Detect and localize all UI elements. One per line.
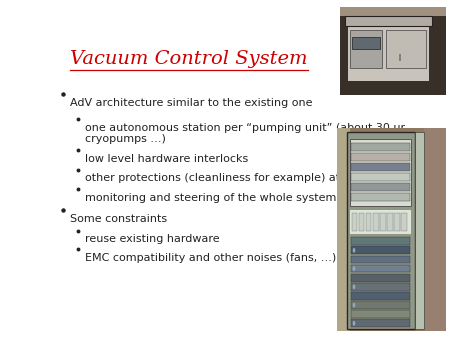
Bar bbox=[351, 283, 410, 291]
Bar bbox=[386, 30, 427, 68]
Text: monitoring and steering of the whole system from a single place: monitoring and steering of the whole sys… bbox=[85, 193, 446, 203]
Text: Some constraints: Some constraints bbox=[69, 214, 166, 224]
Circle shape bbox=[353, 284, 356, 289]
Bar bbox=[350, 30, 382, 68]
Text: AdV architecture similar to the existing one: AdV architecture similar to the existing… bbox=[69, 98, 312, 108]
Bar bbox=[424, 128, 446, 331]
Text: low level hardware interlocks: low level hardware interlocks bbox=[85, 154, 248, 164]
Bar bbox=[351, 163, 410, 171]
Circle shape bbox=[353, 321, 356, 326]
Text: Vacuum Control System: Vacuum Control System bbox=[70, 50, 307, 68]
Bar bbox=[351, 153, 410, 161]
Bar bbox=[352, 37, 380, 49]
Text: reuse existing hardware: reuse existing hardware bbox=[85, 235, 220, 244]
Bar bbox=[337, 128, 350, 331]
Bar bbox=[351, 256, 410, 263]
Bar bbox=[373, 213, 378, 231]
Bar bbox=[351, 310, 410, 318]
Bar bbox=[351, 183, 410, 191]
Circle shape bbox=[353, 266, 356, 271]
Bar bbox=[401, 213, 407, 231]
Bar bbox=[350, 139, 411, 206]
Circle shape bbox=[353, 303, 356, 308]
Bar bbox=[350, 210, 411, 234]
Bar bbox=[351, 246, 410, 254]
Bar bbox=[352, 213, 357, 231]
Bar bbox=[351, 143, 410, 151]
Bar bbox=[340, 81, 446, 95]
Bar bbox=[380, 213, 386, 231]
Bar bbox=[345, 16, 432, 26]
Bar bbox=[351, 301, 410, 309]
Bar bbox=[351, 193, 410, 201]
Circle shape bbox=[353, 248, 356, 253]
Bar bbox=[351, 274, 410, 282]
Bar bbox=[359, 213, 364, 231]
Bar bbox=[415, 132, 424, 329]
Bar bbox=[347, 132, 415, 329]
Text: EMC compatibility and other noises (fans, …): EMC compatibility and other noises (fans… bbox=[85, 253, 336, 263]
Bar bbox=[351, 173, 410, 181]
Bar bbox=[387, 213, 393, 231]
Bar bbox=[351, 292, 410, 300]
Bar bbox=[399, 54, 401, 61]
Bar bbox=[366, 213, 371, 231]
Bar bbox=[428, 16, 446, 95]
Bar bbox=[351, 319, 410, 327]
Bar bbox=[340, 16, 348, 95]
Bar bbox=[351, 237, 410, 245]
Bar bbox=[351, 265, 410, 272]
Bar bbox=[394, 213, 400, 231]
Text: one autonomous station per “pumping unit” (about 30 units : tower, tube station,: one autonomous station per “pumping unit… bbox=[85, 123, 450, 144]
Bar bbox=[345, 21, 432, 84]
Text: other protections (cleanliness for example) at software level: other protections (cleanliness for examp… bbox=[85, 173, 422, 183]
